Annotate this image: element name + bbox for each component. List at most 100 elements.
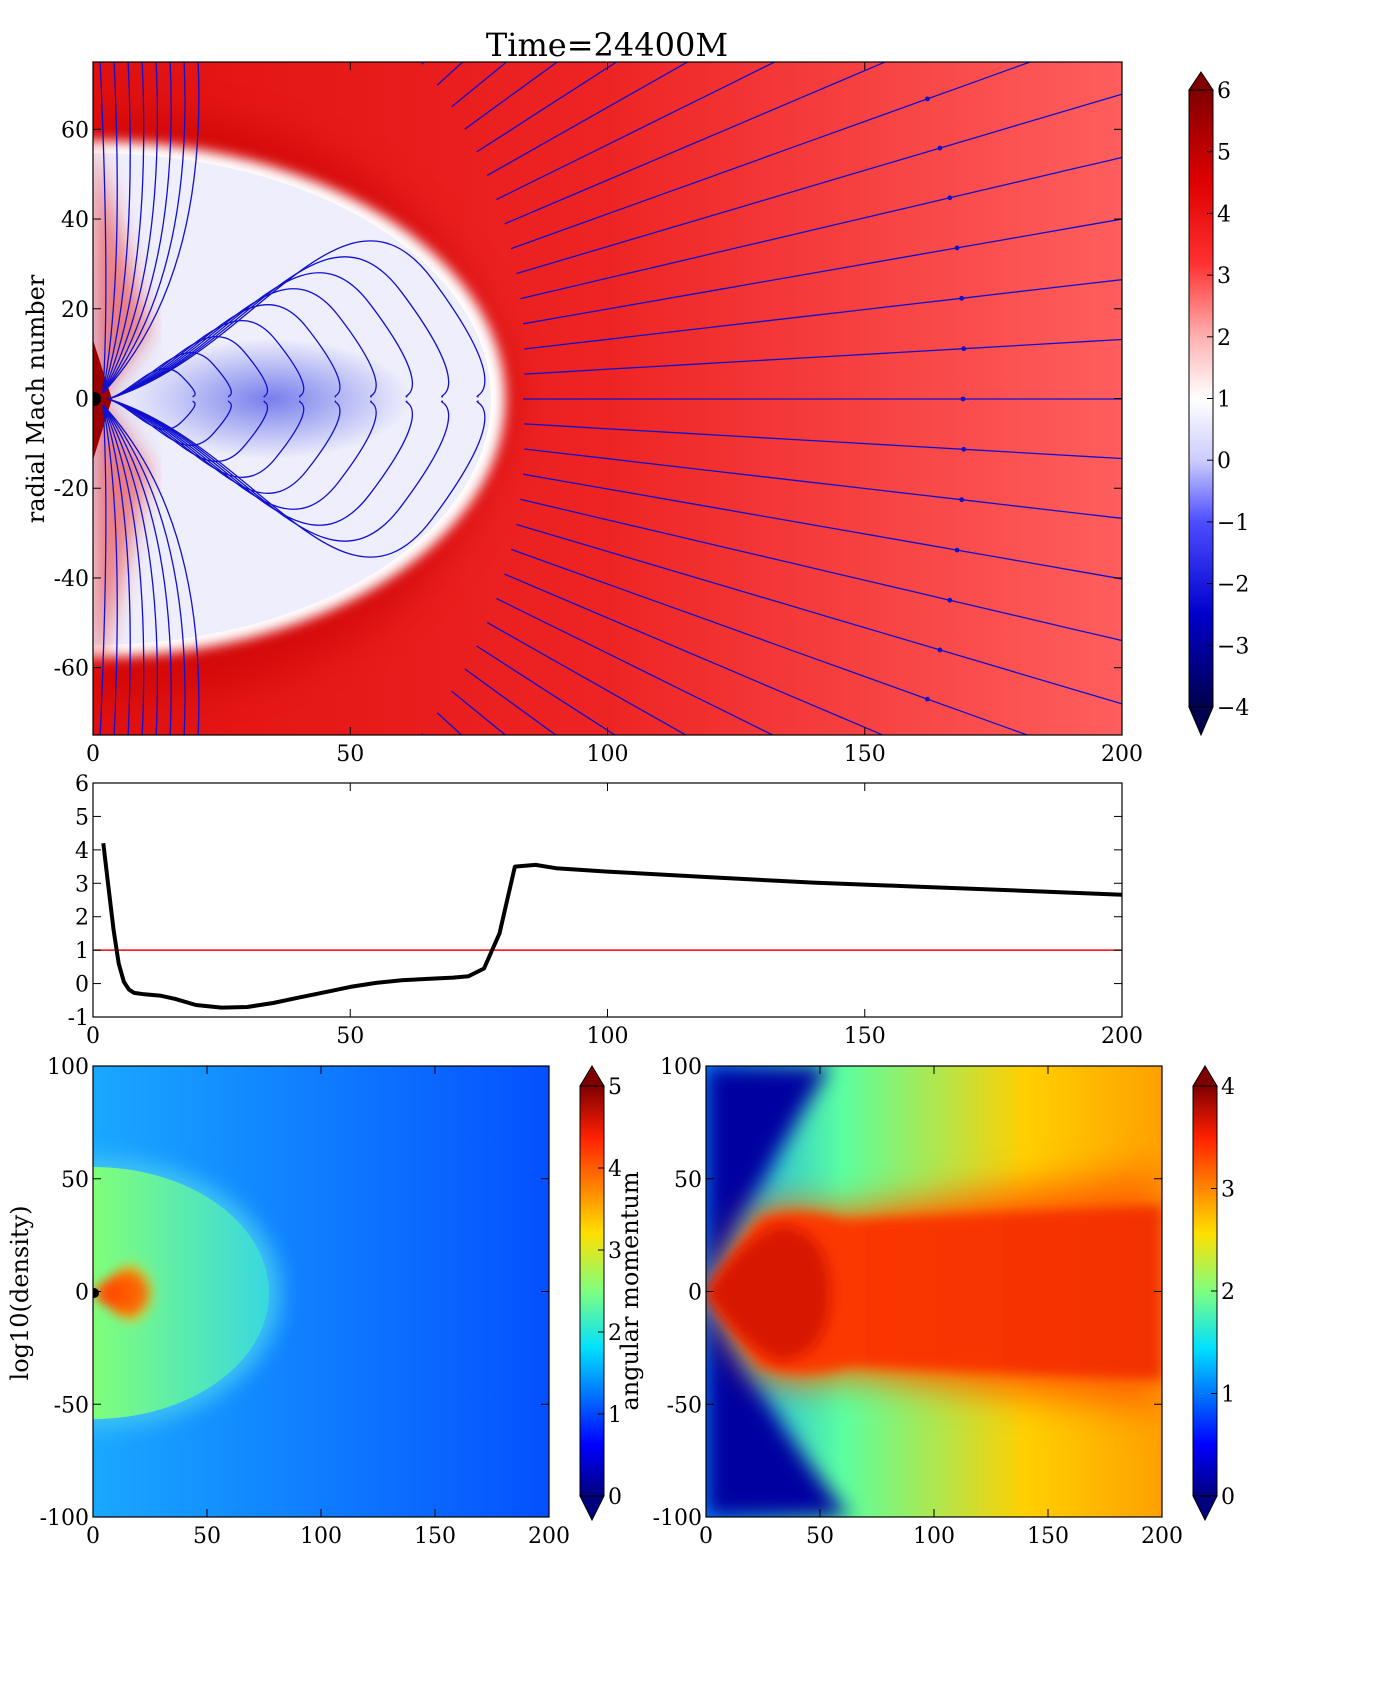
mid-ytick-label: 1 — [75, 939, 89, 964]
streamline-arrow — [961, 346, 967, 352]
streamline-arrow — [910, 48, 915, 53]
br-cbar-label: 4 — [1221, 1075, 1235, 1100]
top-cbar-label: −1 — [1217, 511, 1249, 536]
br-xtick-label: 50 — [806, 1524, 834, 1549]
streamline — [510, 548, 1030, 735]
streamline — [99, 62, 107, 394]
streamlines — [99, 0, 1122, 1099]
bl-xtick-label: 150 — [414, 1524, 456, 1549]
streamline — [520, 498, 1122, 642]
bl-cbar-label: 1 — [608, 1403, 622, 1428]
br-xtick-label: 150 — [1027, 1524, 1069, 1549]
br-ytick-label: 50 — [674, 1168, 702, 1193]
br-cbar-label: 0 — [1221, 1485, 1235, 1510]
streamline — [476, 62, 618, 153]
top-cbar-label: 2 — [1217, 326, 1231, 351]
streamline — [369, 0, 844, 7]
streamline — [520, 156, 1122, 300]
br-cbar-label: 2 — [1221, 1280, 1235, 1305]
bl-xtick-label: 200 — [528, 1524, 570, 1549]
streamline — [107, 398, 196, 430]
top-xtick-label: 200 — [1101, 742, 1143, 767]
top-xtick-label: 0 — [86, 742, 100, 767]
top-cbar-label: 0 — [1217, 449, 1231, 474]
streamline — [107, 368, 196, 400]
top-ylabel: radial Mach number — [22, 274, 50, 523]
streamline-arrow — [959, 497, 965, 503]
streamline — [102, 62, 145, 394]
mid-xtick-label: 50 — [336, 1024, 364, 1049]
br-cbar-label: 3 — [1221, 1178, 1235, 1203]
streamline-arrow — [701, 1091, 706, 1096]
streamline — [102, 404, 172, 735]
top-cbar-label: 3 — [1217, 264, 1231, 289]
streamline — [107, 336, 269, 400]
streamline-arrow — [961, 446, 967, 452]
streamline-arrow — [947, 195, 953, 201]
top-ytick-label: 60 — [61, 118, 89, 143]
streamline — [107, 320, 305, 400]
streamline — [516, 523, 1122, 705]
br-ytick-label: 0 — [688, 1281, 702, 1306]
streamline — [504, 62, 887, 225]
streamline — [107, 398, 377, 510]
top-ytick-label: -20 — [54, 477, 89, 502]
mid-ytick-label: 0 — [75, 973, 89, 998]
streamline — [524, 423, 1122, 460]
top-ytick-label: -60 — [54, 657, 89, 682]
br-ytick-label: 100 — [660, 1055, 702, 1080]
streamline-arrow — [959, 295, 965, 301]
streamline — [476, 645, 617, 735]
bl-cbar-label: 4 — [608, 1157, 622, 1182]
br-ytick-label: -100 — [653, 1506, 702, 1531]
streamline-arrow — [640, 1094, 645, 1099]
streamline-arrow — [910, 745, 915, 750]
streamline — [102, 404, 145, 735]
streamline — [107, 398, 232, 447]
streamline — [522, 218, 1122, 325]
mid-xtick-label: 100 — [587, 1024, 629, 1049]
streamline — [102, 404, 158, 735]
top-ytick-label: 40 — [61, 208, 89, 233]
streamline — [522, 473, 1122, 580]
top-cbar-label: −2 — [1217, 573, 1249, 598]
top-cbar-label: 6 — [1217, 79, 1231, 104]
top-axes: 0 50 100 150 200 -60 -40 -20 0 20 40 60 — [54, 62, 1143, 767]
top-xtick-label: 150 — [844, 742, 886, 767]
streamline — [524, 338, 1122, 375]
mid-ytick-label: 5 — [75, 805, 89, 830]
streamline — [524, 448, 1122, 519]
bl-xtick-label: 50 — [193, 1524, 221, 1549]
streamline — [102, 62, 118, 394]
streamline-arrow — [954, 245, 960, 251]
streamline-arrow — [735, 1053, 740, 1058]
streamline-arrow — [960, 396, 966, 402]
bl-cbar-label: 5 — [608, 1075, 622, 1100]
streamline — [496, 597, 775, 735]
top-cbar-label: −3 — [1217, 634, 1249, 659]
streamline — [102, 62, 200, 394]
streamline — [107, 398, 341, 494]
streamline — [102, 404, 186, 735]
mid-ytick-label: 4 — [75, 839, 89, 864]
streamline — [102, 404, 200, 735]
mach-field — [93, 0, 1122, 1099]
streamline — [486, 62, 689, 177]
streamline — [496, 62, 777, 201]
streamline — [387, 0, 897, 25]
streamline — [107, 240, 486, 400]
density-ylabel: log10(density) — [6, 1206, 34, 1381]
streamline — [102, 62, 172, 394]
streamline — [510, 62, 1032, 250]
angular-momentum-panel: 0 50 100 150 200 -100 -50 0 50 100 0 1 2 3 4 — [653, 1055, 1235, 1549]
streamline — [102, 62, 186, 394]
top-xtick-label: 50 — [336, 742, 364, 767]
streamline — [107, 351, 232, 400]
streamline — [107, 272, 414, 400]
streamline — [107, 256, 450, 400]
streamline — [107, 398, 486, 558]
streamline — [102, 62, 158, 394]
